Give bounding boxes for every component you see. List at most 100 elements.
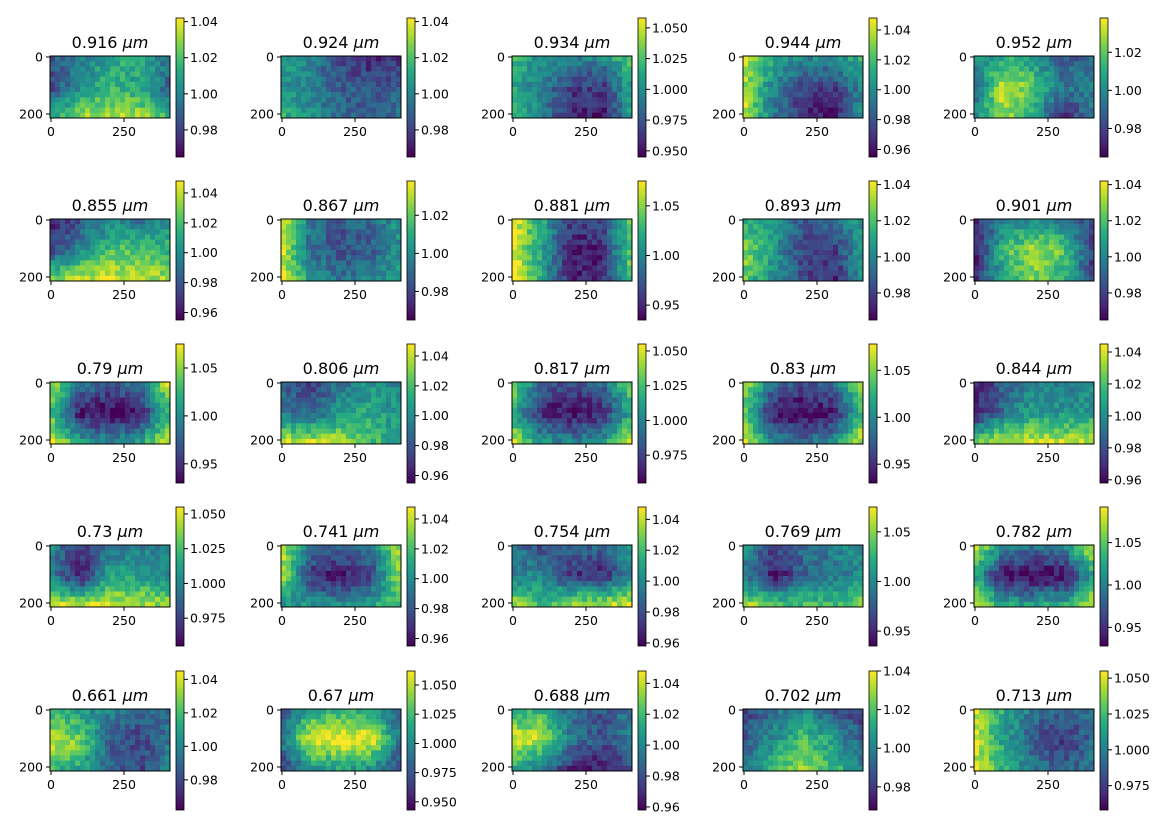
heatmap-cell [994, 433, 1000, 440]
heatmap-cell [150, 402, 156, 409]
heatmap-cell [316, 56, 322, 62]
heatmap-cell [296, 224, 302, 230]
heatmap-cell [602, 270, 608, 277]
heatmap-cell [607, 270, 613, 277]
heatmap-cell [743, 270, 749, 277]
heatmap-cell [527, 224, 533, 230]
heatmap-cell [1019, 433, 1025, 440]
heatmap-cell [281, 275, 287, 282]
heatmap-cell [612, 428, 618, 435]
heatmap-cell [773, 413, 779, 419]
heatmap-cell [597, 229, 603, 235]
heatmap-cell [376, 97, 382, 103]
heatmap-cell [85, 92, 91, 98]
heatmap-cell [813, 407, 819, 414]
heatmap-cell [1059, 107, 1065, 114]
colorbar-tick-label: 1.02 [883, 213, 911, 228]
heatmap-cell [100, 244, 106, 251]
heatmap-cell [331, 239, 337, 246]
heatmap-cell [607, 97, 613, 103]
heatmap-cell [758, 382, 764, 388]
heatmap-cell [542, 112, 548, 119]
heatmap-cell [130, 260, 136, 266]
heatmap-cell [326, 219, 332, 225]
heatmap-cell [1084, 92, 1090, 98]
heatmap-cell [622, 224, 628, 230]
heatmap-cell [793, 66, 799, 72]
heatmap-cell [808, 107, 814, 114]
heatmap-cell [125, 560, 131, 567]
heatmap-cell [160, 81, 166, 88]
heatmap-cell [999, 413, 1005, 419]
heatmap-cell [577, 219, 583, 225]
heatmap-cell [743, 87, 749, 93]
heatmap-cell [1034, 387, 1040, 393]
heatmap-cell [90, 112, 96, 119]
heatmap-cell [1069, 76, 1075, 83]
heatmap-cell [356, 275, 362, 282]
heatmap-cell [145, 239, 151, 246]
heatmap-cell [1024, 382, 1030, 388]
heatmap-cell [95, 260, 101, 266]
heatmap-cell [115, 570, 121, 577]
heatmap-cell [783, 402, 789, 409]
heatmap-cell [793, 413, 799, 419]
heatmap-cell [823, 265, 829, 272]
heatmap-cell [331, 402, 337, 409]
heatmap-cell [296, 112, 302, 119]
heatmap-cell [853, 229, 859, 235]
heatmap-cell [155, 392, 161, 398]
heatmap-cell [1039, 438, 1045, 445]
heatmap-cell [346, 265, 352, 272]
heatmap-cell [758, 438, 764, 445]
heatmap-cell [321, 102, 327, 109]
heatmap-cell [140, 392, 146, 398]
heatmap-cell [160, 428, 166, 435]
heatmap-cell [587, 433, 593, 440]
heatmap-cell [1034, 92, 1040, 98]
heatmap-cell [110, 219, 116, 225]
heatmap-cell [512, 219, 518, 225]
y-tick-label: 200 [19, 596, 43, 611]
heatmap-cell [853, 270, 859, 277]
heatmap-cell [617, 382, 623, 388]
heatmap-cell [341, 71, 347, 78]
heatmap-cell [105, 413, 111, 419]
colorbar-tick-label: 1.00 [652, 248, 680, 263]
heatmap-cell [843, 392, 849, 398]
heatmap-cell [130, 102, 136, 109]
heatmap-cell [818, 392, 824, 398]
heatmap-cell [813, 392, 819, 398]
heatmap-cell [828, 219, 834, 225]
heatmap-cell [763, 112, 769, 119]
heatmap-cell [617, 107, 623, 114]
heatmap-cell [130, 392, 136, 398]
heatmap-cell [386, 56, 392, 62]
heatmap-cell [361, 250, 367, 256]
heatmap-cell [1009, 270, 1015, 277]
heatmap-cell [1029, 76, 1035, 83]
heatmap-cell [55, 576, 61, 582]
heatmap-cell [582, 397, 588, 404]
heatmap-cell [838, 413, 844, 419]
heatmap-cell [165, 387, 171, 393]
heatmap-cell [1039, 71, 1045, 78]
heatmap-cell [296, 270, 302, 277]
heatmap-cell [577, 97, 583, 103]
heatmap-cell [160, 402, 166, 409]
heatmap-cell [1044, 387, 1050, 393]
heatmap-cell [165, 250, 171, 256]
heatmap-cell [577, 239, 583, 246]
heatmap-cell [120, 102, 126, 109]
heatmap-cell [291, 265, 297, 272]
heatmap-cell [120, 576, 126, 582]
heatmap-cell [823, 418, 829, 424]
heatmap-cell [381, 112, 387, 119]
heatmap-cell [853, 265, 859, 272]
heatmap-cell [145, 260, 151, 266]
y-tick-label: 0 [959, 50, 967, 65]
heatmap-cell [150, 438, 156, 445]
heatmap-cell [145, 81, 151, 88]
heatmap-cell [788, 76, 794, 83]
heatmap-cell [768, 418, 774, 424]
